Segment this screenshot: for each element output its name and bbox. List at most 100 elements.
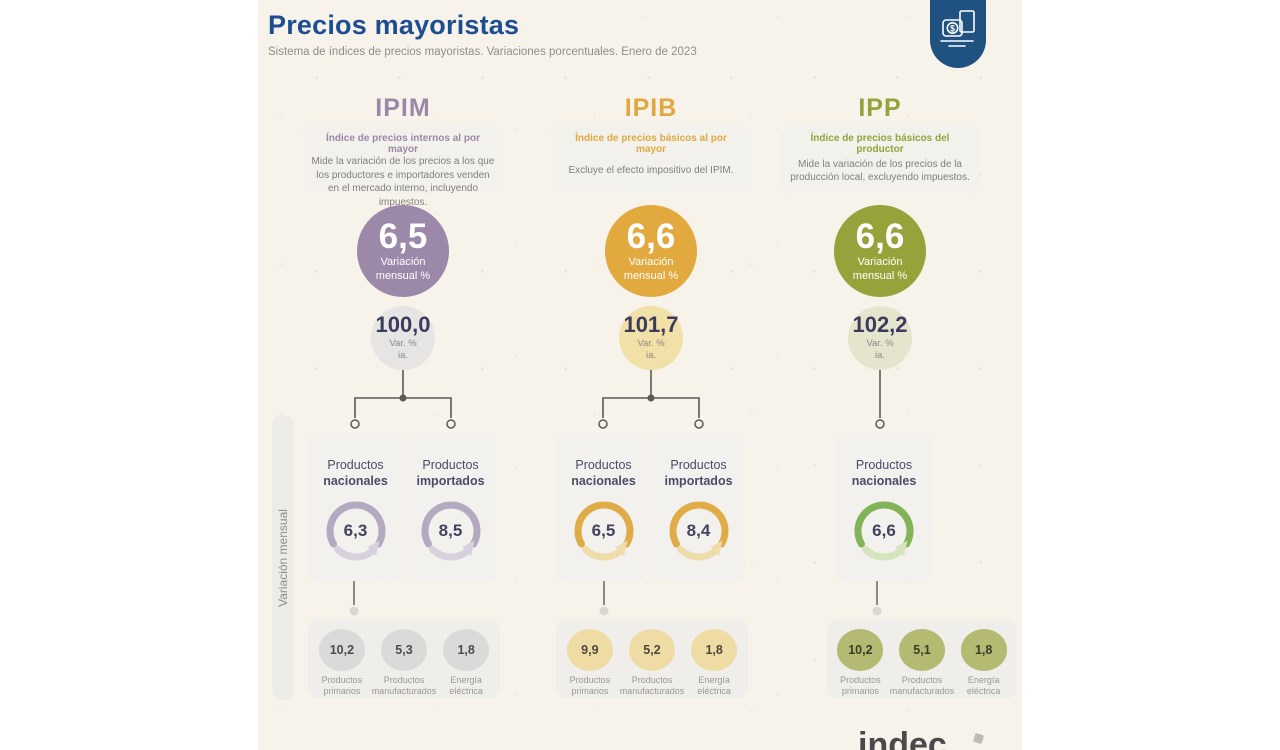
components-box: 10,2 Productos primarios 5,3 Productos m… (308, 620, 500, 698)
component-value: 5,1 (899, 629, 945, 671)
component-label: Productos primarios (321, 674, 363, 697)
price-tag-dollar-icon: $ (940, 10, 975, 47)
component-value: 10,2 (318, 629, 365, 671)
yoy-variation-label: Var. % ia. (866, 338, 893, 362)
breakdown-label-line2: importados (664, 474, 733, 489)
component-value: 1,8 (691, 629, 738, 671)
cycle-arrow-icon: 6,5 (569, 496, 639, 566)
breakdown-label: Productos importados (664, 457, 732, 490)
index-info-box-ipib: Índice de precios básicos al por mayor E… (551, 126, 751, 193)
monthly-variation-side-label: Variación mensual (272, 415, 294, 700)
breakdown-value: 6,5 (591, 520, 616, 540)
connector-drop (599, 581, 609, 616)
component-label: Energía eléctrica (966, 674, 1001, 697)
component-primarios: 10,2 Productos primarios (831, 629, 890, 698)
breakdown-value: 8,5 (438, 520, 463, 540)
breakdown-value: 6,6 (872, 520, 896, 540)
yoy-variation-value: 101,7 (623, 312, 679, 338)
component-energia: 1,8 Energía eléctrica (436, 629, 496, 698)
breakdown-value: 8,4 (686, 520, 711, 540)
breakdown-label: Productos nacionales (571, 457, 636, 490)
yoy-label-line1: Var. % (866, 338, 894, 350)
monthly-variation-circle: 6,6 Variación mensual % (605, 205, 697, 297)
monthly-variation-circle: 6,5 Variación mensual % (357, 205, 449, 297)
yoy-label-line1: Var. % (637, 338, 665, 350)
index-description: Excluye el efecto impositivo del IPIM. (568, 165, 734, 177)
component-label: Energía eléctrica (449, 674, 483, 697)
index-info-box-ipim: Índice de precios internos al por mayor … (303, 126, 503, 208)
connector-drop (872, 581, 882, 616)
yoy-variation-label: Var. % ia. (637, 338, 664, 362)
component-value: 10,2 (837, 629, 884, 671)
components-box: 9,9 Productos primarios 5,2 Productos ma… (556, 620, 748, 698)
connector-tree (598, 370, 704, 429)
component-energia: 1,8 Energía eléctrica (684, 629, 744, 698)
index-name: Índice de precios básicos del productor (810, 133, 950, 155)
cycle-arrow-icon: 8,4 (664, 496, 734, 566)
component-manufacturados: 5,1 Productos manufacturados (889, 629, 955, 698)
component-value: 1,8 (960, 629, 1007, 671)
column-ipib: IPIB Índice de precios básicos al por ma… (551, 0, 751, 750)
component-primarios: 10,2 Productos primarios (312, 629, 372, 698)
cycle-arrow-icon: 6,6 (849, 496, 919, 566)
component-value: 5,3 (381, 629, 427, 671)
component-label: Productos primarios (569, 674, 611, 697)
yoy-variation-circle: 102,2 Var. % ia. (848, 306, 912, 370)
svg-text:$: $ (950, 23, 955, 33)
breakdown-label-line2: nacionales (323, 474, 388, 489)
breakdown-label: Productos importados (416, 457, 484, 490)
breakdown-label-line2: nacionales (851, 474, 917, 489)
yoy-label-line2: ia. (874, 350, 886, 361)
index-name: Índice de precios internos al por mayor (326, 133, 480, 155)
yoy-label-line2: ia. (645, 350, 657, 361)
breakdown-label-line1: Productos (855, 458, 913, 472)
component-label: Productos manufacturados (371, 674, 437, 697)
components-box: 10,2 Productos primarios 5,1 Productos m… (827, 620, 1017, 698)
index-acronym-ipib: IPIB (624, 94, 678, 122)
component-label: Productos manufacturados (889, 674, 955, 697)
component-manufacturados: 5,3 Productos manufacturados (371, 629, 437, 698)
component-label: Energía eléctrica (697, 674, 731, 697)
yoy-label-line2: ia. (397, 350, 409, 361)
index-name: Índice de precios básicos al por mayor (575, 133, 727, 155)
yoy-variation-circle: 100,0 Var. % ia. (371, 306, 435, 370)
monthly-variation-value: 6,6 (626, 216, 676, 256)
breakdown-value: 6,3 (343, 520, 368, 540)
breakdown-label-line2: importados (416, 474, 485, 489)
column-ipim: IPIM Índice de precios internos al por m… (303, 0, 503, 750)
column-ipp: IPP Índice de precios básicos del produc… (780, 0, 1017, 750)
connector-tree (350, 370, 456, 429)
monthly-variation-label: Variación mensual % (852, 255, 908, 282)
index-acronym-ipim: IPIM (375, 94, 431, 122)
side-label-text: Variación mensual (276, 508, 291, 607)
breakdown-label-line2: nacionales (571, 474, 636, 489)
component-manufacturados: 5,2 Productos manufacturados (619, 629, 685, 698)
page-subtitle: Sistema de índices de precios mayoristas… (268, 46, 697, 58)
breakdown-panel-importados: Productos importados 8,4 (652, 433, 745, 581)
monthly-variation-label: Variación mensual % (623, 255, 679, 282)
breakdown-label-line1: Productos (422, 458, 479, 472)
breakdown-label: Productos nacionales (323, 457, 388, 490)
component-value: 5,2 (629, 629, 675, 671)
index-description: Mide la variación de los precios a los q… (311, 156, 495, 208)
component-value: 9,9 (566, 629, 613, 671)
price-tag-badge: $ (930, 0, 986, 68)
indec-logo: indec (858, 726, 947, 750)
component-primarios: 9,9 Productos primarios (560, 629, 620, 698)
breakdown-panel-importados: Productos importados 8,5 (404, 433, 497, 581)
connector-drop (349, 581, 359, 616)
monthly-variation-circle: 6,6 Variación mensual % (834, 205, 926, 297)
yoy-variation-circle: 101,7 Var. % ia. (619, 306, 683, 370)
connector-line (875, 370, 885, 429)
component-value: 1,8 (443, 629, 490, 671)
monthly-variation-label: Variación mensual % (375, 255, 431, 282)
component-label: Productos manufacturados (619, 674, 685, 697)
breakdown-label-line1: Productos (327, 458, 384, 472)
yoy-variation-value: 102,2 (852, 312, 908, 338)
yoy-variation-label: Var. % ia. (389, 338, 416, 362)
breakdown-panel-nacionales: Productos nacionales 6,6 (837, 433, 931, 581)
breakdown-panel-nacionales: Productos nacionales 6,3 (309, 433, 402, 581)
yoy-label-line1: Var. % (389, 338, 417, 350)
yoy-variation-value: 100,0 (375, 312, 431, 338)
